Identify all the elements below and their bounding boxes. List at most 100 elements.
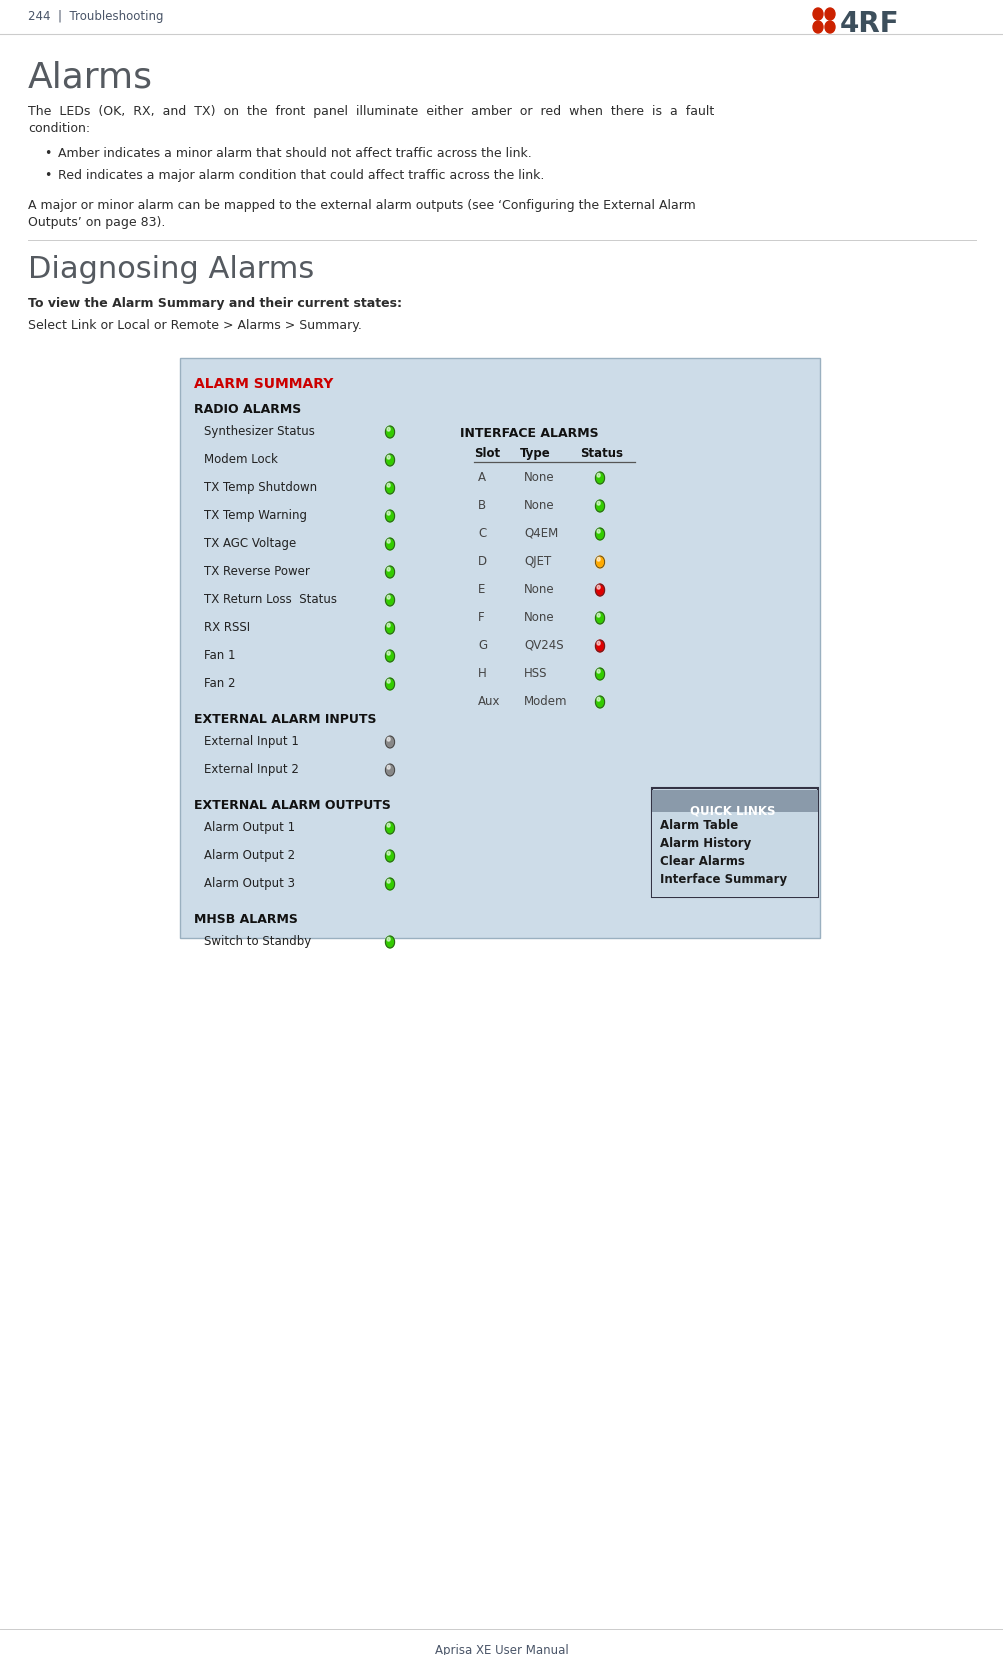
Text: External Input 2: External Input 2 — [204, 763, 299, 776]
Ellipse shape — [386, 429, 390, 432]
Text: Select Link or Local or Remote > Alarms > Summary.: Select Link or Local or Remote > Alarms … — [28, 319, 361, 331]
Text: B: B — [477, 498, 485, 511]
Text: None: None — [524, 583, 554, 596]
Ellipse shape — [597, 698, 600, 702]
Ellipse shape — [386, 652, 390, 655]
Ellipse shape — [386, 483, 390, 488]
Ellipse shape — [595, 501, 604, 513]
Text: The  LEDs  (OK,  RX,  and  TX)  on  the  front  panel  illuminate  either  amber: The LEDs (OK, RX, and TX) on the front p… — [28, 104, 713, 118]
Ellipse shape — [386, 540, 390, 544]
Text: Clear Alarms: Clear Alarms — [659, 854, 744, 867]
Ellipse shape — [597, 670, 600, 674]
Text: Modem: Modem — [524, 695, 567, 708]
Ellipse shape — [386, 624, 390, 627]
Text: Modem Lock: Modem Lock — [204, 453, 278, 465]
Ellipse shape — [386, 766, 390, 770]
Ellipse shape — [386, 457, 390, 460]
Bar — [651, 788, 817, 897]
Text: EXTERNAL ALARM INPUTS: EXTERNAL ALARM INPUTS — [194, 713, 376, 725]
Text: H: H — [477, 667, 486, 680]
Ellipse shape — [385, 622, 394, 634]
Text: TX AGC Voltage: TX AGC Voltage — [204, 536, 296, 549]
Text: To view the Alarm Summary and their current states:: To view the Alarm Summary and their curr… — [28, 296, 401, 309]
Text: Alarm Table: Alarm Table — [659, 819, 737, 831]
Ellipse shape — [386, 880, 390, 884]
Text: Aux: Aux — [477, 695, 500, 708]
Ellipse shape — [595, 584, 604, 596]
Text: Status: Status — [580, 447, 623, 460]
Ellipse shape — [597, 586, 600, 589]
Text: A major or minor alarm can be mapped to the external alarm outputs (see ‘Configu: A major or minor alarm can be mapped to … — [28, 199, 695, 212]
Text: None: None — [524, 498, 554, 511]
Text: G: G — [477, 639, 486, 652]
Ellipse shape — [385, 679, 394, 690]
Text: condition:: condition: — [28, 122, 90, 136]
Text: Synthesizer Status: Synthesizer Status — [204, 425, 315, 437]
Text: Amber indicates a minor alarm that should not affect traffic across the link.: Amber indicates a minor alarm that shoul… — [58, 147, 532, 161]
Text: •: • — [44, 169, 51, 182]
Text: TX Temp Shutdown: TX Temp Shutdown — [204, 480, 317, 493]
Text: None: None — [524, 611, 554, 624]
Text: Switch to Standby: Switch to Standby — [204, 935, 311, 947]
Ellipse shape — [597, 558, 600, 561]
Ellipse shape — [812, 22, 822, 35]
Ellipse shape — [385, 594, 394, 607]
Ellipse shape — [386, 596, 390, 599]
Text: QJET: QJET — [524, 554, 551, 568]
Ellipse shape — [824, 22, 834, 35]
Ellipse shape — [824, 8, 834, 22]
Text: •: • — [44, 147, 51, 161]
Text: INTERFACE ALARMS: INTERFACE ALARMS — [459, 427, 598, 440]
Text: E: E — [477, 583, 484, 596]
Ellipse shape — [595, 612, 604, 624]
Text: Alarm Output 2: Alarm Output 2 — [204, 849, 295, 862]
Text: Alarm Output 1: Alarm Output 1 — [204, 821, 295, 834]
Text: RX RSSI: RX RSSI — [204, 621, 250, 634]
Text: RADIO ALARMS: RADIO ALARMS — [194, 402, 301, 415]
Text: Q4EM: Q4EM — [524, 526, 558, 540]
Text: Alarm History: Alarm History — [659, 836, 750, 849]
Text: Fan 2: Fan 2 — [204, 677, 236, 690]
Text: F: F — [477, 611, 484, 624]
Text: Diagnosing Alarms: Diagnosing Alarms — [28, 255, 314, 283]
Ellipse shape — [595, 528, 604, 541]
Ellipse shape — [812, 8, 822, 22]
Text: QUICK LINKS: QUICK LINKS — [690, 804, 775, 818]
Ellipse shape — [595, 669, 604, 680]
Text: Type: Type — [520, 447, 551, 460]
Ellipse shape — [386, 824, 390, 828]
Ellipse shape — [385, 736, 394, 748]
Ellipse shape — [597, 501, 600, 506]
Ellipse shape — [385, 427, 394, 439]
Ellipse shape — [386, 738, 390, 741]
Ellipse shape — [386, 568, 390, 571]
Ellipse shape — [385, 650, 394, 662]
Text: C: C — [477, 526, 485, 540]
Ellipse shape — [385, 566, 394, 579]
Text: EXTERNAL ALARM OUTPUTS: EXTERNAL ALARM OUTPUTS — [194, 798, 390, 811]
Ellipse shape — [595, 473, 604, 485]
Ellipse shape — [386, 511, 390, 516]
Ellipse shape — [385, 851, 394, 862]
Ellipse shape — [597, 473, 600, 478]
Text: MHSB ALARMS: MHSB ALARMS — [194, 912, 298, 925]
Text: TX Temp Warning: TX Temp Warning — [204, 508, 307, 521]
Text: None: None — [524, 470, 554, 483]
Text: External Input 1: External Input 1 — [204, 735, 299, 748]
Ellipse shape — [385, 540, 394, 551]
Text: 244  |  Troubleshooting: 244 | Troubleshooting — [28, 10, 163, 23]
Ellipse shape — [386, 938, 390, 942]
Text: Red indicates a major alarm condition that could affect traffic across the link.: Red indicates a major alarm condition th… — [58, 169, 544, 182]
Text: TX Reverse Power: TX Reverse Power — [204, 564, 310, 578]
Ellipse shape — [385, 483, 394, 495]
Ellipse shape — [385, 511, 394, 523]
Text: A: A — [477, 470, 485, 483]
Text: Aprisa XE User Manual: Aprisa XE User Manual — [434, 1643, 569, 1655]
Ellipse shape — [385, 455, 394, 467]
Text: D: D — [477, 554, 486, 568]
Text: Interface Summary: Interface Summary — [659, 872, 786, 885]
Bar — [180, 359, 819, 938]
Text: QV24S: QV24S — [524, 639, 563, 652]
Ellipse shape — [385, 765, 394, 776]
Ellipse shape — [385, 937, 394, 948]
